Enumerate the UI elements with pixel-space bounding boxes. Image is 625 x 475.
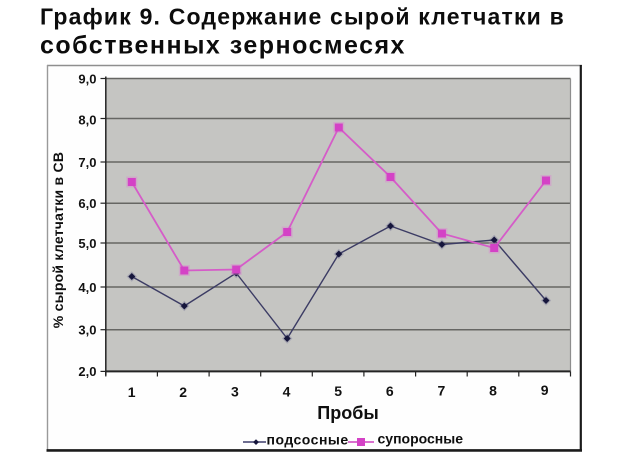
svg-text:6,0: 6,0 [78, 196, 96, 211]
svg-text:9: 9 [541, 382, 549, 398]
svg-text:8,0: 8,0 [78, 112, 96, 127]
svg-text:2: 2 [179, 384, 187, 400]
svg-text:3,0: 3,0 [78, 323, 96, 338]
svg-text:7: 7 [438, 383, 446, 399]
svg-text:График 9. Содержание сырой кле: График 9. Содержание сырой клетчатки в [40, 3, 565, 29]
svg-text:7,0: 7,0 [78, 155, 96, 170]
svg-text:6: 6 [386, 383, 394, 399]
svg-text:подсосные: подсосные [267, 431, 349, 447]
svg-text:1: 1 [128, 384, 136, 400]
svg-text:4,0: 4,0 [78, 280, 96, 295]
svg-text:8: 8 [489, 383, 497, 399]
svg-text:5: 5 [334, 383, 342, 399]
svg-text:5,0: 5,0 [78, 236, 96, 251]
svg-text:3: 3 [231, 384, 239, 400]
svg-text:Пробы: Пробы [317, 403, 378, 423]
svg-text:4: 4 [283, 384, 291, 400]
svg-text:супоросные: супоросные [378, 431, 464, 447]
svg-text:собственных зерносмесях: собственных зерносмесях [40, 32, 406, 60]
svg-text:2,0: 2,0 [78, 364, 96, 379]
svg-text:% сырой клетчатки в СВ: % сырой клетчатки в СВ [50, 152, 66, 329]
svg-text:9,0: 9,0 [78, 71, 96, 86]
